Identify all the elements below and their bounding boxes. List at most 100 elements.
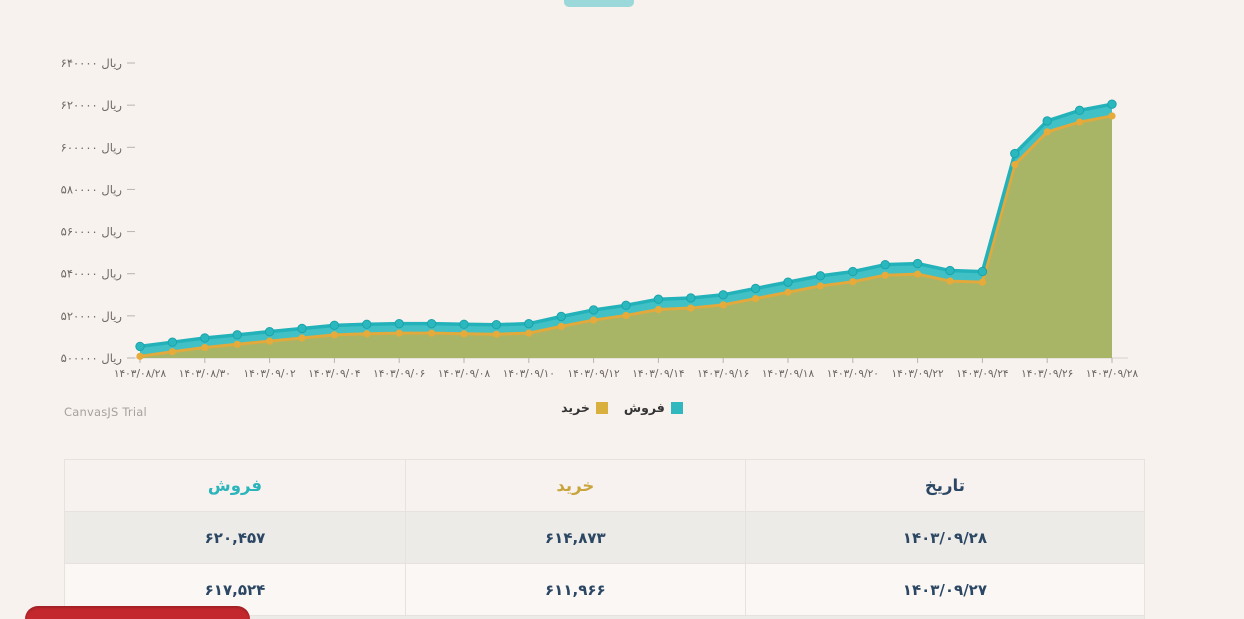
top-cutoff-button[interactable] (564, 0, 634, 7)
sales-marker[interactable] (297, 323, 307, 334)
sales-marker[interactable] (200, 333, 210, 343)
buy-legend-label: خرید (561, 400, 590, 415)
x-axis-label: ۱۴۰۳/۰۸/۲۸ (114, 368, 167, 380)
buy-marker[interactable] (590, 316, 598, 324)
sales-marker[interactable] (912, 258, 923, 269)
buy-marker[interactable] (946, 277, 954, 285)
buy-marker[interactable] (492, 330, 500, 338)
sales-marker[interactable] (848, 266, 858, 277)
buy-marker[interactable] (168, 348, 176, 356)
x-axis-label: ۱۴۰۳/۰۹/۱۶ (697, 368, 749, 380)
buy-marker[interactable] (752, 294, 760, 303)
bottom-cutoff-red-button[interactable] (25, 606, 250, 619)
sell-column-header: فروش (207, 476, 263, 495)
sales-marker[interactable] (426, 318, 437, 329)
buy-marker[interactable] (298, 334, 306, 342)
legend-item-sales[interactable]: فروش (624, 400, 683, 415)
sales-marker[interactable] (264, 326, 275, 337)
sell-cell: ۶۱۷,۵۲۴ (204, 580, 266, 599)
buy-marker[interactable] (849, 278, 857, 286)
sales-marker[interactable] (232, 330, 242, 340)
x-axis-label: ۱۴۰۳/۰۸/۳۰ (179, 368, 231, 380)
buy-cell: ۶۱۱,۹۶۶ (404, 564, 745, 615)
date-cell: ۱۴۰۳/۰۹/۲۷ (744, 564, 1144, 615)
y-axis-label: ۵۲۰۰۰۰ ریال (61, 309, 122, 324)
sales-marker[interactable] (977, 266, 988, 277)
sales-marker[interactable] (524, 318, 534, 329)
buy-marker[interactable] (330, 331, 338, 339)
canvasjs-trial-credit: CanvasJS Trial (64, 405, 147, 419)
buy-marker[interactable] (1043, 128, 1051, 136)
sales-marker[interactable] (880, 259, 890, 270)
buy-marker[interactable] (428, 329, 436, 337)
sales-marker[interactable] (1074, 105, 1085, 116)
buy-legend-swatch (595, 401, 608, 414)
x-axis-label: ۱۴۰۳/۰۹/۲۶ (1021, 368, 1073, 380)
price-chart[interactable]: ۶۴۰۰۰۰ ریال ۶۲۰۰۰۰ ریال ۶۰۰۰۰۰ ریال ۵۸۰۰۰۰ … (0, 0, 1244, 430)
sales-marker[interactable] (459, 319, 469, 329)
buy-marker[interactable] (201, 343, 209, 352)
table-header-row: تاریخ خرید فروش (65, 460, 1144, 512)
buy-marker[interactable] (1108, 112, 1116, 120)
price-chart-svg[interactable]: ۶۴۰۰۰۰ ریال ۶۲۰۰۰۰ ریال ۶۰۰۰۰۰ ریال ۵۸۰۰۰۰ … (0, 0, 1244, 430)
sales-marker[interactable] (945, 265, 955, 276)
sales-marker[interactable] (394, 318, 404, 329)
table-row: ۱۴۰۳/۰۹/۲۷ ۶۱۱,۹۶۶ ۶۱۷,۵۲۴ (65, 564, 1144, 616)
table-row-cutoff (65, 616, 1144, 619)
sales-marker[interactable] (1010, 148, 1020, 159)
sales-marker[interactable] (556, 311, 566, 322)
sales-marker[interactable] (491, 320, 502, 330)
x-axis-label: ۱۴۰۳/۰۹/۱۰ (503, 368, 555, 380)
y-axis-label: ۵۸۰۰۰۰ ریال (61, 182, 122, 197)
buy-marker[interactable] (266, 337, 274, 345)
buy-marker[interactable] (622, 311, 630, 320)
x-axis-label: ۱۴۰۳/۰۹/۲۰ (827, 368, 879, 380)
sales-marker[interactable] (135, 341, 145, 352)
sales-marker[interactable] (1107, 99, 1117, 109)
buy-marker[interactable] (136, 352, 144, 360)
legend-item-buy[interactable]: خرید (561, 400, 608, 415)
buy-marker[interactable] (363, 330, 371, 338)
sales-marker[interactable] (686, 293, 696, 303)
buy-marker[interactable] (525, 329, 533, 337)
buy-area (140, 115, 1112, 358)
buy-marker[interactable] (557, 322, 565, 330)
buy-marker[interactable] (719, 301, 727, 309)
buy-marker[interactable] (233, 340, 241, 348)
buy-marker[interactable] (1076, 118, 1084, 126)
buy-marker[interactable] (914, 270, 922, 278)
buy-marker[interactable] (1011, 160, 1019, 169)
sales-marker[interactable] (329, 320, 340, 331)
sales-marker[interactable] (718, 290, 728, 300)
sales-marker[interactable] (588, 305, 599, 315)
buy-marker[interactable] (881, 271, 889, 279)
x-axis-label: ۱۴۰۳/۰۹/۱۲ (567, 368, 620, 380)
x-axis-label: ۱۴۰۳/۰۹/۲۴ (956, 368, 1008, 380)
sales-marker[interactable] (750, 283, 761, 294)
sell-cell: ۶۲۰,۴۵۷ (204, 528, 266, 547)
buy-marker[interactable] (460, 330, 468, 338)
y-axis-label: ۶۴۰۰۰۰ ریال (61, 56, 122, 71)
sales-marker[interactable] (815, 271, 826, 281)
sales-marker[interactable] (362, 319, 372, 329)
sales-marker[interactable] (167, 337, 178, 347)
buy-marker[interactable] (687, 304, 695, 312)
y-axis-label: ۵۰۰۰۰۰ ریال (61, 351, 122, 366)
buy-marker[interactable] (784, 288, 792, 296)
sales-marker[interactable] (621, 300, 631, 311)
buy-marker[interactable] (978, 278, 987, 286)
date-cell: ۱۴۰۳/۰۹/۲۸ (744, 512, 1144, 563)
buy-marker[interactable] (395, 329, 403, 337)
sales-marker[interactable] (1042, 116, 1052, 126)
buy-marker[interactable] (816, 282, 825, 290)
y-axis-label: ۶۲۰۰۰۰ ریال (61, 98, 122, 113)
sales-marker[interactable] (783, 277, 793, 287)
sales-marker[interactable] (653, 294, 664, 304)
buy-column-header: خرید (404, 460, 745, 511)
sales-legend-swatch (670, 401, 683, 414)
y-axis-label: ۵۴۰۰۰۰ ریال (61, 267, 122, 282)
buy-marker[interactable] (654, 305, 663, 314)
y-axis-label: ۵۶۰۰۰۰ ریال (61, 225, 122, 240)
chart-legend: فروش خرید (0, 400, 1244, 415)
